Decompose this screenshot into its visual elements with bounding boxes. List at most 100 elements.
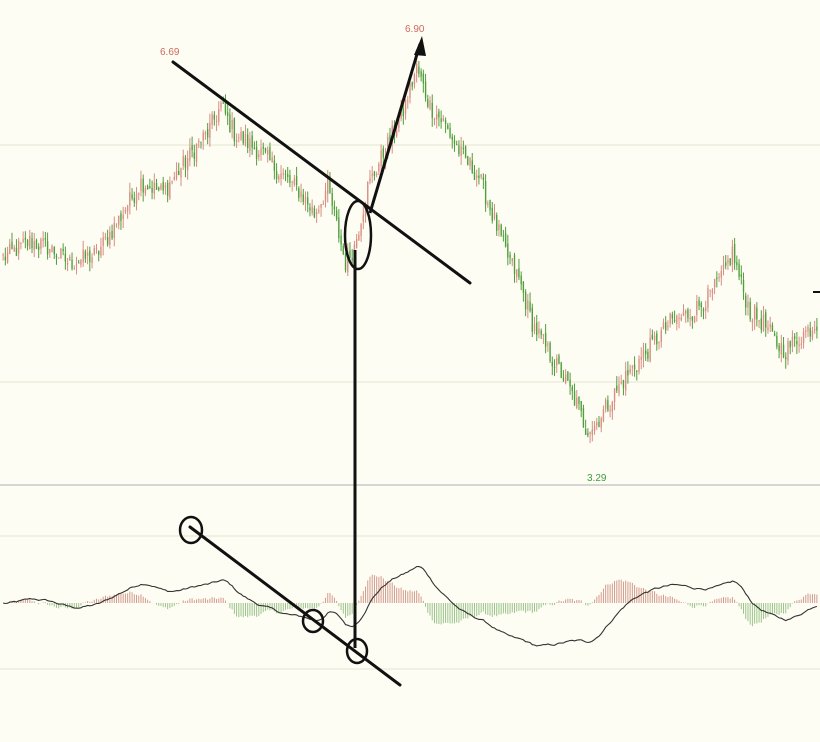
candle: [756, 302, 758, 327]
candle: [182, 149, 184, 170]
candle: [378, 161, 380, 176]
candle: [718, 273, 720, 282]
candle: [807, 324, 809, 338]
candle: [324, 182, 327, 208]
candle: [456, 140, 458, 146]
candle: [242, 130, 244, 146]
candle: [653, 331, 656, 345]
candle: [447, 122, 449, 130]
candle: [509, 251, 511, 265]
candle: [644, 343, 647, 361]
candle: [280, 165, 282, 186]
candle: [95, 243, 98, 254]
candle: [106, 229, 109, 247]
candle: [124, 207, 127, 214]
candle: [155, 178, 158, 191]
candle: [184, 154, 187, 178]
candle: [122, 206, 124, 229]
candle: [800, 336, 803, 350]
candle: [118, 215, 120, 230]
candle: [433, 117, 436, 126]
candle: [320, 204, 322, 217]
candle: [809, 321, 811, 342]
macd-line: [2, 565, 818, 647]
candle: [322, 200, 324, 205]
candle: [787, 337, 789, 366]
candle: [115, 223, 118, 228]
candle: [362, 205, 364, 230]
candle: [311, 199, 313, 216]
candle: [200, 141, 202, 149]
candle: [462, 140, 465, 155]
candle: [113, 216, 115, 247]
candle: [218, 101, 220, 126]
candle: [373, 170, 376, 181]
candle: [340, 229, 342, 252]
candle: [53, 246, 55, 259]
candle: [413, 72, 416, 89]
candle: [609, 404, 611, 418]
candle: [749, 297, 751, 322]
candle: [709, 289, 711, 298]
candle: [584, 419, 587, 436]
candle: [773, 330, 776, 337]
candle: [662, 318, 665, 330]
candle: [435, 105, 438, 129]
candle: [287, 166, 289, 183]
candle: [540, 328, 542, 340]
candle: [249, 131, 251, 158]
candle: [162, 176, 164, 195]
candle: [358, 231, 360, 241]
candle: [153, 173, 155, 200]
candle: [496, 212, 498, 236]
candle: [80, 259, 82, 268]
candle: [469, 156, 471, 170]
candle: [564, 369, 567, 385]
candle: [676, 314, 678, 331]
candle: [480, 174, 482, 180]
candle: [489, 199, 491, 216]
candle: [627, 361, 629, 384]
candle: [427, 94, 429, 109]
candle: [736, 255, 738, 271]
candle: [458, 140, 460, 157]
candle: [544, 324, 547, 354]
candle: [602, 405, 605, 423]
candle: [220, 100, 222, 112]
candle: [309, 203, 311, 217]
candle: [42, 231, 44, 248]
candle: [467, 155, 469, 166]
candle: [607, 395, 609, 413]
candle: [318, 205, 320, 214]
candle: [24, 231, 27, 249]
candle: [596, 417, 598, 430]
candle: [587, 428, 589, 438]
breakout-arrow-line: [368, 43, 422, 214]
candle: [636, 370, 638, 381]
candle: [438, 108, 440, 127]
candle: [60, 247, 62, 259]
candle: [313, 205, 316, 219]
candle: [813, 320, 816, 334]
candle: [342, 243, 344, 256]
candle: [685, 309, 687, 323]
candle: [355, 233, 358, 249]
candle: [516, 269, 518, 283]
candle: [725, 255, 727, 270]
candle: [687, 307, 689, 323]
candle: [86, 246, 89, 265]
candle: [333, 200, 336, 217]
candle: [120, 210, 122, 230]
candle: [493, 203, 496, 221]
candle: [126, 204, 129, 219]
candle: [805, 326, 807, 339]
candle: [238, 133, 240, 143]
low-price-label: 3.29: [587, 473, 607, 484]
candle: [17, 237, 20, 260]
candle: [776, 331, 778, 350]
price-panel: [2, 57, 818, 444]
candle: [760, 310, 762, 334]
candle: [713, 278, 716, 295]
candle: [231, 112, 233, 139]
